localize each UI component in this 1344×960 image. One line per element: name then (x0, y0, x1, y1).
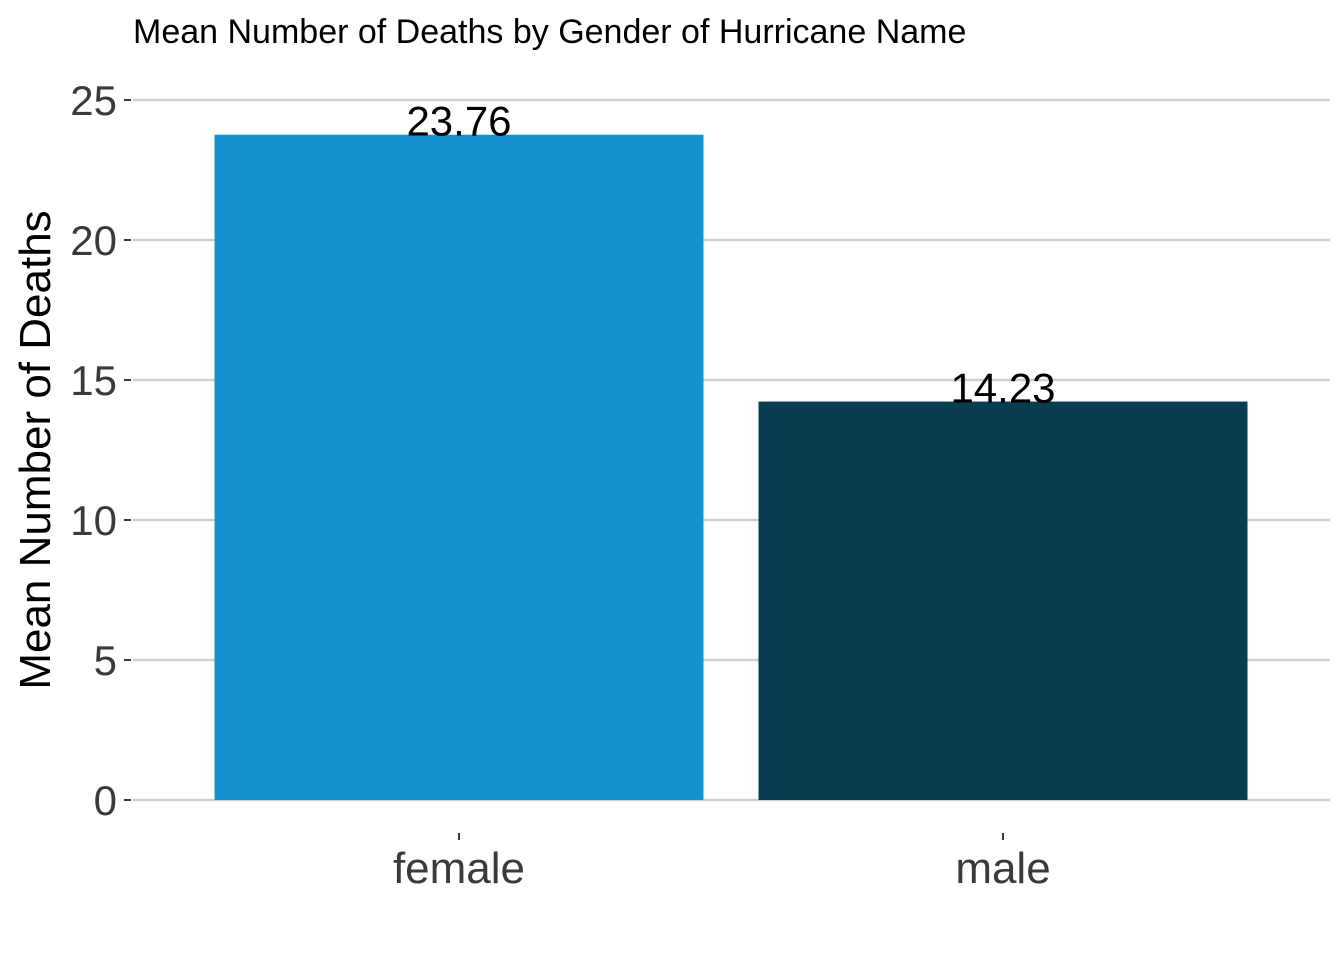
y-axis-label: Mean Number of Deaths (11, 210, 60, 689)
y-tick-label: 0 (94, 777, 117, 824)
y-tick-label: 15 (70, 357, 117, 404)
bars (214, 134, 1248, 801)
chart-title: Mean Number of Deaths by Gender of Hurri… (133, 13, 966, 51)
y-tick-label: 5 (94, 637, 117, 684)
value-label-male: 14.23 (950, 365, 1055, 412)
y-axis-ticks: 0 5 10 15 20 25 (70, 77, 131, 824)
y-tick-label: 25 (70, 77, 117, 124)
value-label-female: 23.76 (406, 98, 511, 145)
bar-female (214, 134, 704, 801)
value-labels: 23.76 14.23 (406, 98, 1055, 412)
x-tick-label-male: male (955, 844, 1050, 893)
x-tick-label-female: female (393, 844, 525, 893)
y-tick-label: 20 (70, 217, 117, 264)
x-axis-ticks: female male (393, 833, 1051, 893)
bar-male (758, 401, 1248, 800)
y-tick-label: 10 (70, 497, 117, 544)
